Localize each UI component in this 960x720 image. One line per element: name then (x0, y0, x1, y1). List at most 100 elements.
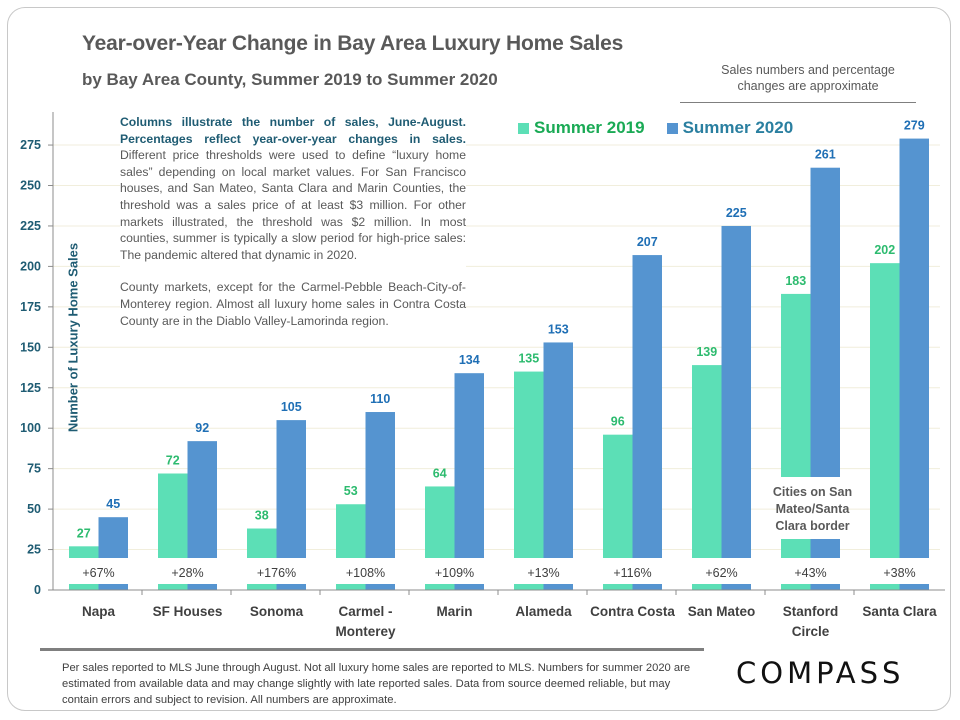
pct-band (334, 558, 397, 584)
data-label-2019: 64 (433, 466, 447, 480)
axes: 0 25 50 75 100 125 150 175 200 225 250 275 (20, 112, 945, 597)
category-label: Napa (82, 604, 116, 619)
base-strip-2019 (603, 584, 633, 590)
data-label-2019: 27 (77, 526, 91, 540)
data-label-2020: 92 (195, 421, 209, 435)
y-tick-label: 125 (20, 381, 41, 395)
data-label-2020: 45 (106, 497, 120, 511)
bars (67, 138, 931, 590)
base-strip-2019 (158, 584, 188, 590)
footer-disclaimer: Per sales reported to MLS June through A… (62, 662, 691, 706)
pct-band (512, 558, 575, 584)
base-strip-2020 (98, 584, 128, 590)
note-paragraph-2: County markets, except for the Carmel-Pe… (120, 280, 466, 328)
chart-title: Year-over-Year Change in Bay Area Luxury… (82, 32, 624, 55)
bar-summer-2019 (870, 263, 900, 590)
data-label-2019: 53 (344, 484, 358, 498)
pct-band (423, 558, 486, 584)
stanford-annotation-line: Mateo/Santa (776, 502, 851, 516)
y-tick-label: 250 (20, 179, 41, 193)
base-strip-2020 (276, 584, 306, 590)
pct-change-label: +38% (883, 566, 915, 580)
chart-subtitle: by Bay Area County, Summer 2019 to Summe… (82, 70, 498, 89)
bar-summer-2020 (543, 342, 573, 590)
stanford-annotation-line: Clara border (775, 519, 849, 533)
pct-change-label: +67% (82, 566, 114, 580)
category-label: San Mateo (688, 604, 756, 619)
stanford-annotation-line: Cities on San (773, 485, 852, 499)
category-label: Contra Costa (590, 604, 675, 619)
y-tick-label: 50 (27, 502, 41, 516)
pct-band (601, 558, 664, 584)
y-tick-label: 0 (34, 583, 41, 597)
y-tick-label: 175 (20, 300, 41, 314)
data-label-2019: 38 (255, 509, 269, 523)
base-strip-2019 (247, 584, 277, 590)
data-label-2019: 202 (874, 243, 895, 257)
y-tick-label: 200 (20, 259, 41, 273)
base-strip-2020 (810, 584, 840, 590)
pct-band (690, 558, 753, 584)
category-label: Circle (792, 624, 830, 639)
pct-change-label: +116% (613, 566, 651, 580)
pct-change-label: +176% (257, 566, 296, 580)
y-tick-label: 275 (20, 138, 41, 152)
data-label-2020: 225 (726, 206, 747, 220)
data-label-2020: 105 (281, 400, 302, 414)
methodology-note: Columns illustrate the number of sales, … (120, 114, 466, 330)
category-label: Alameda (515, 604, 572, 619)
data-label-2019: 96 (611, 415, 625, 429)
base-strip-2019 (425, 584, 455, 590)
pct-change-label: +109% (435, 566, 474, 580)
data-labels: 27 45 +67% Napa 72 92 +28% SF Houses 38 105 +176% S… (77, 119, 937, 639)
legend-item-2020: Summer 2020 (666, 118, 794, 138)
pct-change-label: +108% (346, 566, 385, 580)
data-label-2020: 261 (815, 148, 836, 162)
category-label: SF Houses (153, 604, 223, 619)
data-label-2020: 153 (548, 322, 569, 336)
bar-summer-2019 (514, 371, 544, 590)
base-strip-2020 (899, 584, 929, 590)
bar-summer-2020 (454, 373, 484, 590)
bar-summer-2020 (899, 138, 929, 590)
approximate-note: Sales numbers and percentage changes are… (721, 63, 895, 93)
data-label-2020: 207 (637, 235, 658, 249)
data-label-2020: 134 (459, 353, 480, 367)
pct-change-label: +28% (171, 566, 203, 580)
y-axis-label: Number of Luxury Home Sales (65, 242, 81, 433)
annotation-band (779, 477, 846, 539)
bar-summer-2020 (632, 255, 662, 590)
y-tick-label: 225 (20, 219, 41, 233)
legend-label-2020: Summer 2020 (682, 118, 794, 137)
y-tick-label: 25 (27, 543, 41, 557)
bar-summer-2019 (781, 293, 811, 590)
legend-swatch-2019 (518, 122, 529, 134)
category-label: Stanford (783, 604, 839, 619)
base-strip-2020 (632, 584, 662, 590)
category-label: Marin (436, 604, 472, 619)
base-strip-2020 (365, 584, 395, 590)
data-label-2019: 183 (785, 274, 806, 288)
legend-swatch-2020 (666, 122, 678, 134)
data-label-2019: 139 (696, 345, 717, 359)
pct-change-label: +13% (527, 566, 559, 580)
base-strip-2019 (69, 584, 99, 590)
category-label: Carmel - (338, 604, 392, 619)
slide-frame (7, 7, 951, 711)
pct-band (779, 558, 842, 584)
base-strip-2019 (692, 584, 722, 590)
base-strip-2019 (514, 584, 544, 590)
bar-summer-2019 (692, 365, 722, 590)
base-strip-2020 (721, 584, 751, 590)
compass-logo: COMPASS (736, 656, 905, 690)
base-strip-2019 (336, 584, 366, 590)
y-tick-label: 150 (20, 340, 41, 354)
legend: Summer 2019 Summer 2020 (518, 118, 793, 138)
note-highlight: Columns illustrate the number of sales, … (120, 115, 466, 146)
bar-summer-2020 (721, 225, 751, 590)
pct-band (67, 558, 130, 584)
data-label-2020: 279 (904, 119, 925, 133)
legend-item-2019: Summer 2019 (518, 118, 645, 138)
data-label-2020: 110 (370, 392, 390, 406)
